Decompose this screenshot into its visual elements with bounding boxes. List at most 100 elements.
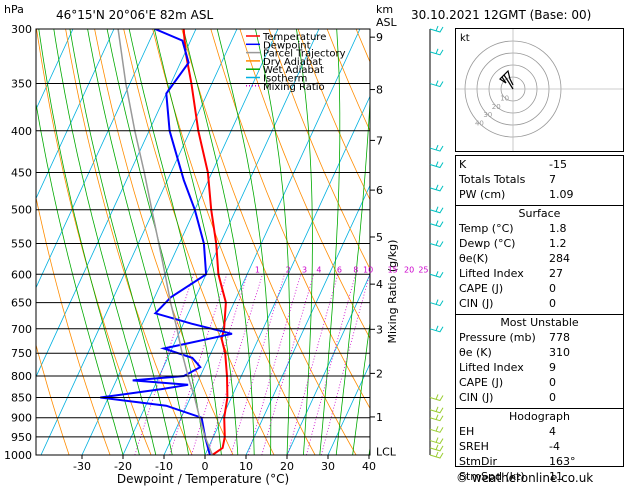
mixing-ratio-value-label: 8 <box>353 265 358 274</box>
table-section-title: Most Unstable <box>500 316 579 329</box>
table-section-title: Surface <box>518 207 561 220</box>
wind-barb <box>429 325 444 333</box>
temperature-tick-label: 30 <box>321 460 335 473</box>
mixing-ratio-line <box>306 274 356 455</box>
mixing-ratio-value-label: 6 <box>337 265 342 274</box>
table-row-key: StmDir <box>459 455 498 468</box>
table-row-value: 11 <box>549 470 563 483</box>
pressure-tick-label: 650 <box>11 297 32 310</box>
table-row: CIN (J) 0 <box>456 391 623 406</box>
dry-adiabat-line <box>297 29 370 201</box>
pressure-tick-label: 450 <box>11 166 32 179</box>
pressure-tick-label: 550 <box>11 237 32 250</box>
isotherm-line <box>204 95 370 455</box>
table-row: EH 4 <box>456 425 623 440</box>
mixing-ratio-axis-label: Mixing Ratio (g/kg) <box>386 240 399 344</box>
isotherm-line <box>286 273 370 455</box>
mixing-ratio-line <box>191 274 248 455</box>
hodograph-ring-label: 40 <box>475 120 484 128</box>
table-row-key: CAPE (J) <box>459 282 504 295</box>
km-tick-label: 8 <box>376 84 383 97</box>
table-row: Pressure (mb) 778 <box>456 331 623 346</box>
legend-label: Temperature <box>262 32 326 43</box>
hodograph-panel: kt 10 20 30 40 <box>455 28 624 152</box>
table-row-key: StmSpd (kt) <box>459 470 525 483</box>
table-row-key: Lifted Index <box>459 361 524 374</box>
table-row-key: θe (K) <box>459 346 492 359</box>
wind-barb <box>429 451 444 459</box>
table-row: CIN (J) 0 <box>456 297 623 312</box>
isotherm-line <box>81 29 279 455</box>
legend-label: Wet Adiabat <box>263 65 324 76</box>
mixing-ratio-value-label: 2 <box>286 265 291 274</box>
lcl-label: LCL <box>376 445 397 458</box>
wind-barb <box>429 80 444 88</box>
temperature-tick-label: 0 <box>202 460 209 473</box>
hpa-label: hPa <box>4 3 24 16</box>
km-tick-label: 2 <box>376 367 383 380</box>
table-row-value: 284 <box>549 252 570 265</box>
wind-barb <box>429 394 444 402</box>
wind-barb <box>429 184 444 192</box>
wind-barb <box>429 144 444 152</box>
wind-barb <box>429 426 444 433</box>
pressure-tick-label: 500 <box>11 204 32 217</box>
temperature-tick-label: -30 <box>73 460 91 473</box>
mixing-ratio-value-label: 25 <box>418 265 428 274</box>
mixing-ratio-value-label: 20 <box>404 265 414 274</box>
legend-label: Dry Adiabat <box>263 57 322 68</box>
table-row-value: 778 <box>549 331 570 344</box>
wind-barb <box>429 444 444 452</box>
table-row-value: 0 <box>549 297 556 310</box>
dry-adiabat-line <box>210 29 370 410</box>
pressure-tick-label: 700 <box>11 323 32 336</box>
table-row: Totals Totals 7 <box>456 173 623 188</box>
temperature-tick-label: 20 <box>280 460 294 473</box>
isotherm-line <box>40 29 238 455</box>
table-row-key: Temp (°C) <box>459 222 514 235</box>
location-title: 46°15'N 20°06'E 82m ASL <box>56 8 213 22</box>
legend-label: Parcel Trajectory <box>263 49 346 60</box>
table-row-value: 0 <box>549 391 556 404</box>
pressure-tick-label: 1000 <box>4 449 32 462</box>
pressure-tick-label: 900 <box>11 412 32 425</box>
wind-barb <box>429 48 444 56</box>
wind-barb <box>429 240 444 248</box>
dry-adiabat-line <box>239 29 370 340</box>
asl-label: ASL <box>376 16 398 29</box>
isotherm-line <box>36 29 74 111</box>
table-row: θe (K) 310 <box>456 346 623 361</box>
x-axis-label: Dewpoint / Temperature (°C) <box>117 472 289 486</box>
plot-frame <box>35 28 371 456</box>
table-row-key: CAPE (J) <box>459 376 504 389</box>
hodograph-trace <box>499 69 514 90</box>
table-row: Lifted Index 9 <box>456 361 623 376</box>
table-row-key: θe(K) <box>459 252 489 265</box>
legend-label: Dewpoint <box>263 40 311 51</box>
mixing-ratio-value-label: 4 <box>316 265 321 274</box>
pressure-tick-label: 850 <box>11 391 32 404</box>
wind-barb <box>429 414 444 422</box>
mixing-ratio-line <box>169 274 228 455</box>
wind-barb <box>429 299 444 307</box>
pressure-tick-label: 800 <box>11 370 32 383</box>
table-row: CAPE (J) 0 <box>456 376 623 391</box>
wet-adiabat-line <box>352 319 370 455</box>
mixing-ratio-value-label: 15 <box>388 265 398 274</box>
isotherm-line <box>36 29 197 378</box>
table-row-value: 9 <box>549 361 556 374</box>
temperature-tick-label: -20 <box>114 460 132 473</box>
km-tick-label: 1 <box>376 411 383 424</box>
wind-barb <box>429 406 444 414</box>
km-tick-label: 5 <box>376 231 383 244</box>
km-tick-label: 6 <box>376 184 383 197</box>
mixing-ratio-value-label: 1 <box>255 265 260 274</box>
table-row-value: 310 <box>549 346 570 359</box>
wind-barb <box>429 206 444 214</box>
footer-copyright: © weatheronline.co.uk <box>456 471 594 485</box>
table-row-key: K <box>459 158 467 171</box>
pressure-tick-label: 750 <box>11 347 32 360</box>
table-row-value: -4 <box>549 440 560 453</box>
table-row-key: Pressure (mb) <box>459 331 536 344</box>
